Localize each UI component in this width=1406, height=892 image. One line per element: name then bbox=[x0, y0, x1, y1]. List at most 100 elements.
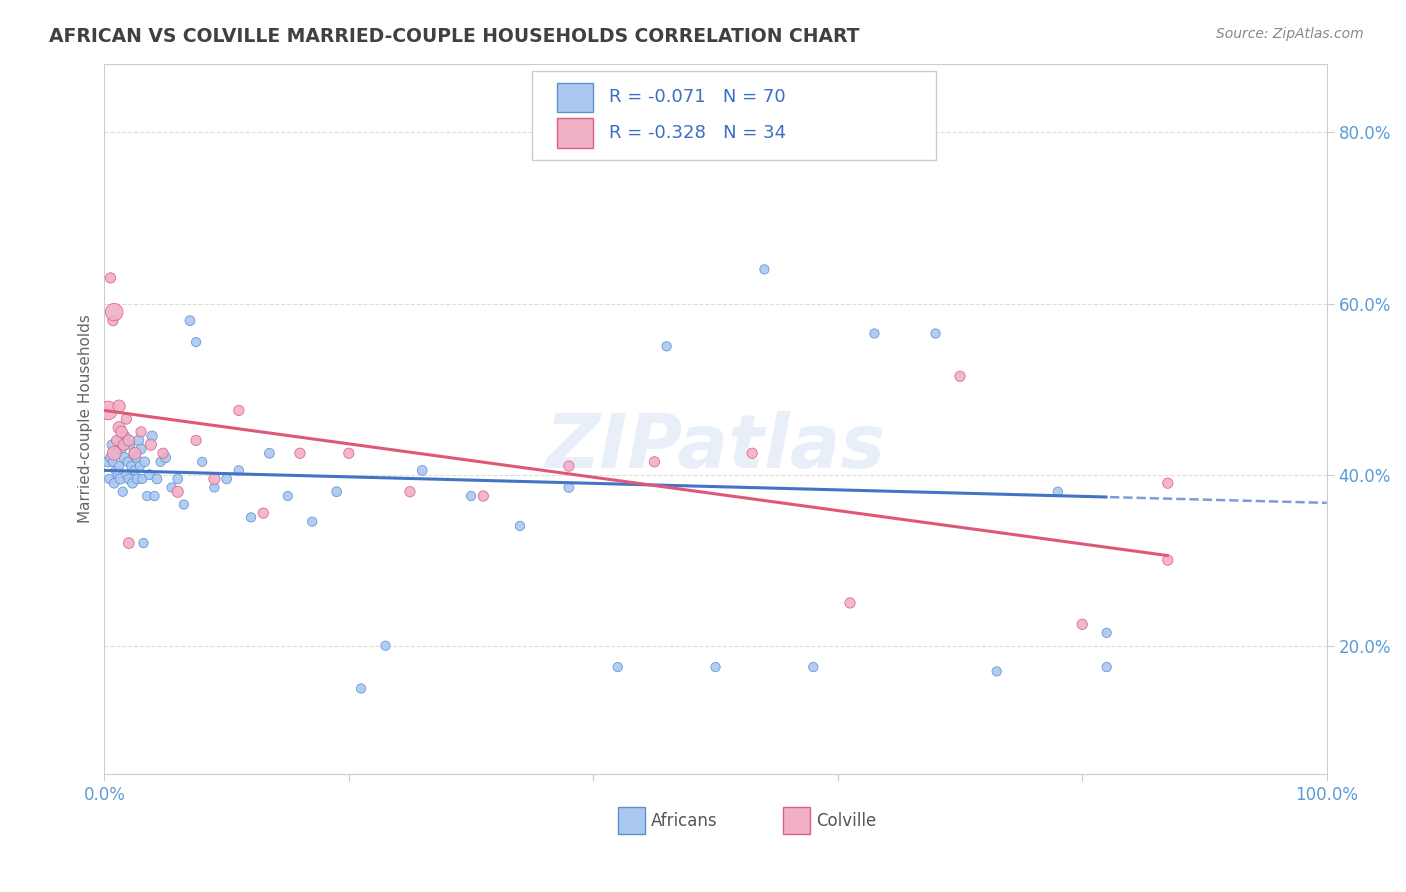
Point bbox=[149, 455, 172, 469]
Point bbox=[166, 484, 188, 499]
Point bbox=[101, 455, 124, 469]
Point bbox=[114, 429, 136, 443]
Text: Africans: Africans bbox=[651, 812, 717, 830]
Point bbox=[108, 459, 131, 474]
Text: R = -0.071   N = 70: R = -0.071 N = 70 bbox=[609, 88, 786, 106]
Point bbox=[104, 463, 127, 477]
Point bbox=[173, 498, 195, 512]
Point bbox=[558, 480, 581, 494]
Point bbox=[655, 339, 678, 353]
Bar bbox=[557, 118, 593, 148]
Point bbox=[166, 472, 188, 486]
Point bbox=[110, 442, 132, 456]
Bar bbox=[617, 807, 644, 834]
Point bbox=[160, 480, 183, 494]
Point bbox=[108, 399, 131, 413]
Point bbox=[146, 472, 169, 486]
Point bbox=[558, 459, 581, 474]
Point bbox=[202, 480, 225, 494]
Point bbox=[121, 476, 143, 491]
Point bbox=[191, 455, 214, 469]
Point bbox=[460, 489, 482, 503]
Point bbox=[115, 467, 138, 482]
Point bbox=[100, 450, 122, 465]
Point bbox=[350, 681, 373, 696]
Bar bbox=[557, 83, 593, 112]
Point bbox=[252, 506, 274, 520]
Point bbox=[202, 472, 225, 486]
Point bbox=[124, 446, 146, 460]
Point bbox=[949, 369, 972, 384]
Point bbox=[118, 472, 141, 486]
Point bbox=[127, 472, 149, 486]
Point bbox=[122, 446, 145, 460]
Point bbox=[643, 455, 665, 469]
Point bbox=[112, 450, 135, 465]
Point bbox=[138, 467, 160, 482]
Point bbox=[1157, 476, 1180, 491]
Point bbox=[228, 463, 250, 477]
Point bbox=[110, 425, 132, 439]
Point bbox=[139, 438, 162, 452]
Point bbox=[1095, 626, 1118, 640]
Point bbox=[411, 463, 433, 477]
Point bbox=[103, 305, 125, 319]
Point bbox=[103, 446, 125, 460]
Point bbox=[1046, 484, 1069, 499]
Bar bbox=[783, 807, 810, 834]
Point bbox=[107, 467, 129, 482]
Point bbox=[120, 459, 142, 474]
Point bbox=[863, 326, 886, 341]
Text: R = -0.328   N = 34: R = -0.328 N = 34 bbox=[609, 124, 786, 142]
Point bbox=[1095, 660, 1118, 674]
Point bbox=[100, 271, 122, 285]
Point bbox=[155, 450, 177, 465]
Point bbox=[472, 489, 495, 503]
Point bbox=[129, 425, 152, 439]
Point bbox=[152, 446, 174, 460]
Point bbox=[801, 660, 824, 674]
Point bbox=[136, 489, 159, 503]
Point bbox=[118, 434, 141, 448]
Point bbox=[337, 446, 360, 460]
Point bbox=[118, 536, 141, 550]
Point bbox=[277, 489, 299, 503]
Point bbox=[179, 313, 201, 327]
Point bbox=[509, 519, 531, 533]
Point bbox=[105, 446, 128, 460]
Point bbox=[184, 334, 207, 349]
Point bbox=[97, 403, 120, 417]
Point bbox=[924, 326, 946, 341]
Point bbox=[143, 489, 166, 503]
Point bbox=[134, 455, 156, 469]
Point bbox=[288, 446, 311, 460]
Point bbox=[1071, 617, 1094, 632]
Point bbox=[259, 446, 281, 460]
Text: Source: ZipAtlas.com: Source: ZipAtlas.com bbox=[1216, 27, 1364, 41]
Point bbox=[839, 596, 862, 610]
Point bbox=[115, 412, 138, 426]
FancyBboxPatch shape bbox=[533, 71, 935, 160]
Point bbox=[129, 442, 152, 456]
Point bbox=[132, 536, 155, 550]
Point bbox=[124, 463, 146, 477]
Text: ZIPatlas: ZIPatlas bbox=[546, 411, 886, 484]
Point bbox=[110, 472, 132, 486]
Point bbox=[184, 434, 207, 448]
Point bbox=[374, 639, 396, 653]
Point bbox=[215, 472, 238, 486]
Point bbox=[1157, 553, 1180, 567]
Point bbox=[754, 262, 776, 277]
Point bbox=[118, 438, 141, 452]
Point bbox=[117, 455, 139, 469]
Point bbox=[240, 510, 263, 524]
Point bbox=[228, 403, 250, 417]
Point bbox=[108, 434, 131, 448]
Point bbox=[103, 476, 125, 491]
Point bbox=[105, 434, 128, 448]
Text: Colville: Colville bbox=[815, 812, 876, 830]
Point bbox=[108, 420, 131, 434]
Point bbox=[704, 660, 727, 674]
Point bbox=[986, 665, 1008, 679]
Point bbox=[111, 484, 134, 499]
